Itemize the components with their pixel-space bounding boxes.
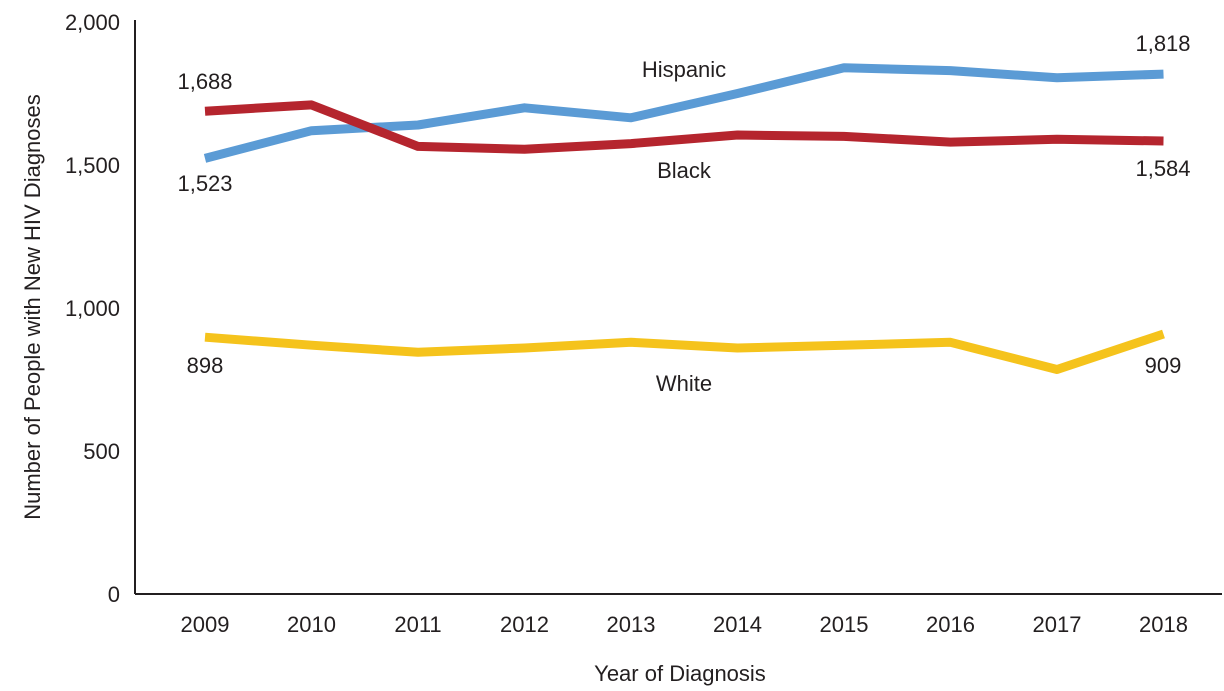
y-tick-label: 1,000 — [65, 296, 120, 321]
series-line-white — [204, 329, 1165, 374]
x-tick-label: 2017 — [1033, 612, 1082, 637]
x-tick-label: 2012 — [500, 612, 549, 637]
series-label-hispanic: Hispanic — [642, 57, 726, 82]
series-line-black — [204, 100, 1164, 154]
y-tick-labels: 0 500 1,000 1,500 2,000 — [65, 10, 120, 607]
x-tick-labels: 2009 2010 2011 2012 2013 2014 2015 2016 2017 2018 — [181, 612, 1188, 637]
x-tick-label: 2011 — [394, 612, 441, 637]
data-label-hispanic-start: 1,523 — [177, 171, 232, 196]
series-label-white: White — [656, 371, 712, 396]
x-tick-label: 2015 — [820, 612, 869, 637]
y-tick-label: 1,500 — [65, 153, 120, 178]
x-tick-label: 2013 — [607, 612, 656, 637]
x-tick-label: 2018 — [1139, 612, 1188, 637]
data-label-hispanic-end: 1,818 — [1135, 31, 1190, 56]
annotations: Hispanic 1,523 1,818 Black 1,688 1,584 White 89… — [177, 31, 1190, 396]
x-axis-title: Year of Diagnosis — [594, 661, 766, 686]
x-tick-label: 2014 — [713, 612, 762, 637]
data-label-black-start: 1,688 — [177, 69, 232, 94]
y-tick-label: 0 — [108, 582, 120, 607]
x-tick-label: 2010 — [287, 612, 336, 637]
data-label-black-end: 1,584 — [1135, 156, 1190, 181]
x-tick-label: 2016 — [926, 612, 975, 637]
x-tick-label: 2009 — [181, 612, 230, 637]
data-label-white-end: 909 — [1145, 353, 1182, 378]
series-label-black: Black — [657, 158, 712, 183]
y-tick-label: 2,000 — [65, 10, 120, 35]
axes — [134, 20, 1222, 595]
data-label-white-start: 898 — [187, 353, 224, 378]
y-tick-label: 500 — [83, 439, 120, 464]
y-axis-title: Number of People with New HIV Diagnoses — [20, 94, 45, 520]
series-lines — [203, 63, 1165, 374]
